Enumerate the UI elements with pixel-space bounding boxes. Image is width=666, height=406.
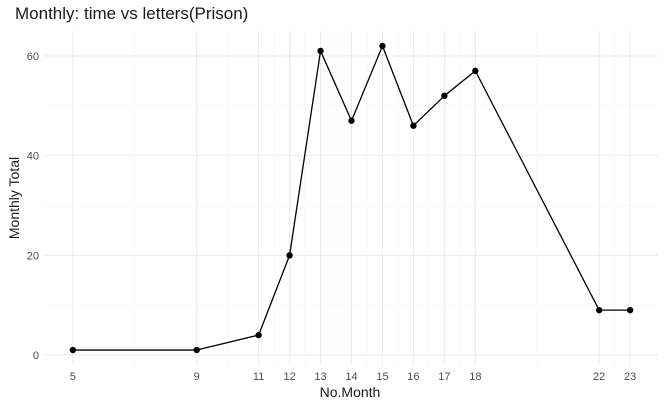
x-tick-label: 12: [283, 371, 295, 383]
x-axis-title: No.Month: [320, 384, 381, 400]
y-tick-label: 60: [27, 51, 39, 63]
x-tick-label: 18: [469, 371, 481, 383]
x-tick-label: 22: [593, 371, 605, 383]
grid-layer: [45, 31, 658, 365]
data-point: [348, 117, 355, 124]
data-point: [410, 122, 417, 129]
data-point: [595, 306, 603, 314]
y-tick-label: 20: [27, 250, 39, 262]
data-point: [441, 92, 448, 100]
series-layer: [69, 42, 634, 354]
data-point: [379, 42, 386, 50]
x-tick-label: 5: [70, 371, 76, 383]
x-tick-label: 11: [253, 371, 264, 383]
x-tick-label: 16: [407, 371, 419, 383]
y-axis-title: Monthly Total: [6, 157, 22, 239]
y-axis-ticks: 0 20 40 60: [27, 51, 39, 362]
x-axis-ticks: 5 9 11 12 13 14 15 16 17 18 22 23: [70, 371, 636, 383]
data-point: [286, 252, 293, 259]
data-point: [626, 306, 634, 314]
series-line: [72, 45, 631, 351]
data-point: [255, 331, 262, 339]
x-tick-label: 14: [345, 371, 357, 383]
x-tick-label: 23: [624, 371, 636, 383]
x-tick-label: 9: [194, 371, 200, 383]
data-point: [193, 346, 200, 354]
x-tick-label: 15: [376, 371, 388, 383]
y-tick-label: 0: [33, 350, 39, 362]
data-point: [69, 346, 77, 354]
data-point: [472, 67, 479, 75]
x-tick-label: 13: [314, 371, 326, 383]
x-tick-label: 17: [438, 371, 450, 383]
chart-title: Monthly: time vs letters(Prison): [15, 4, 249, 23]
data-point: [317, 47, 324, 55]
y-tick-label: 40: [27, 151, 39, 163]
